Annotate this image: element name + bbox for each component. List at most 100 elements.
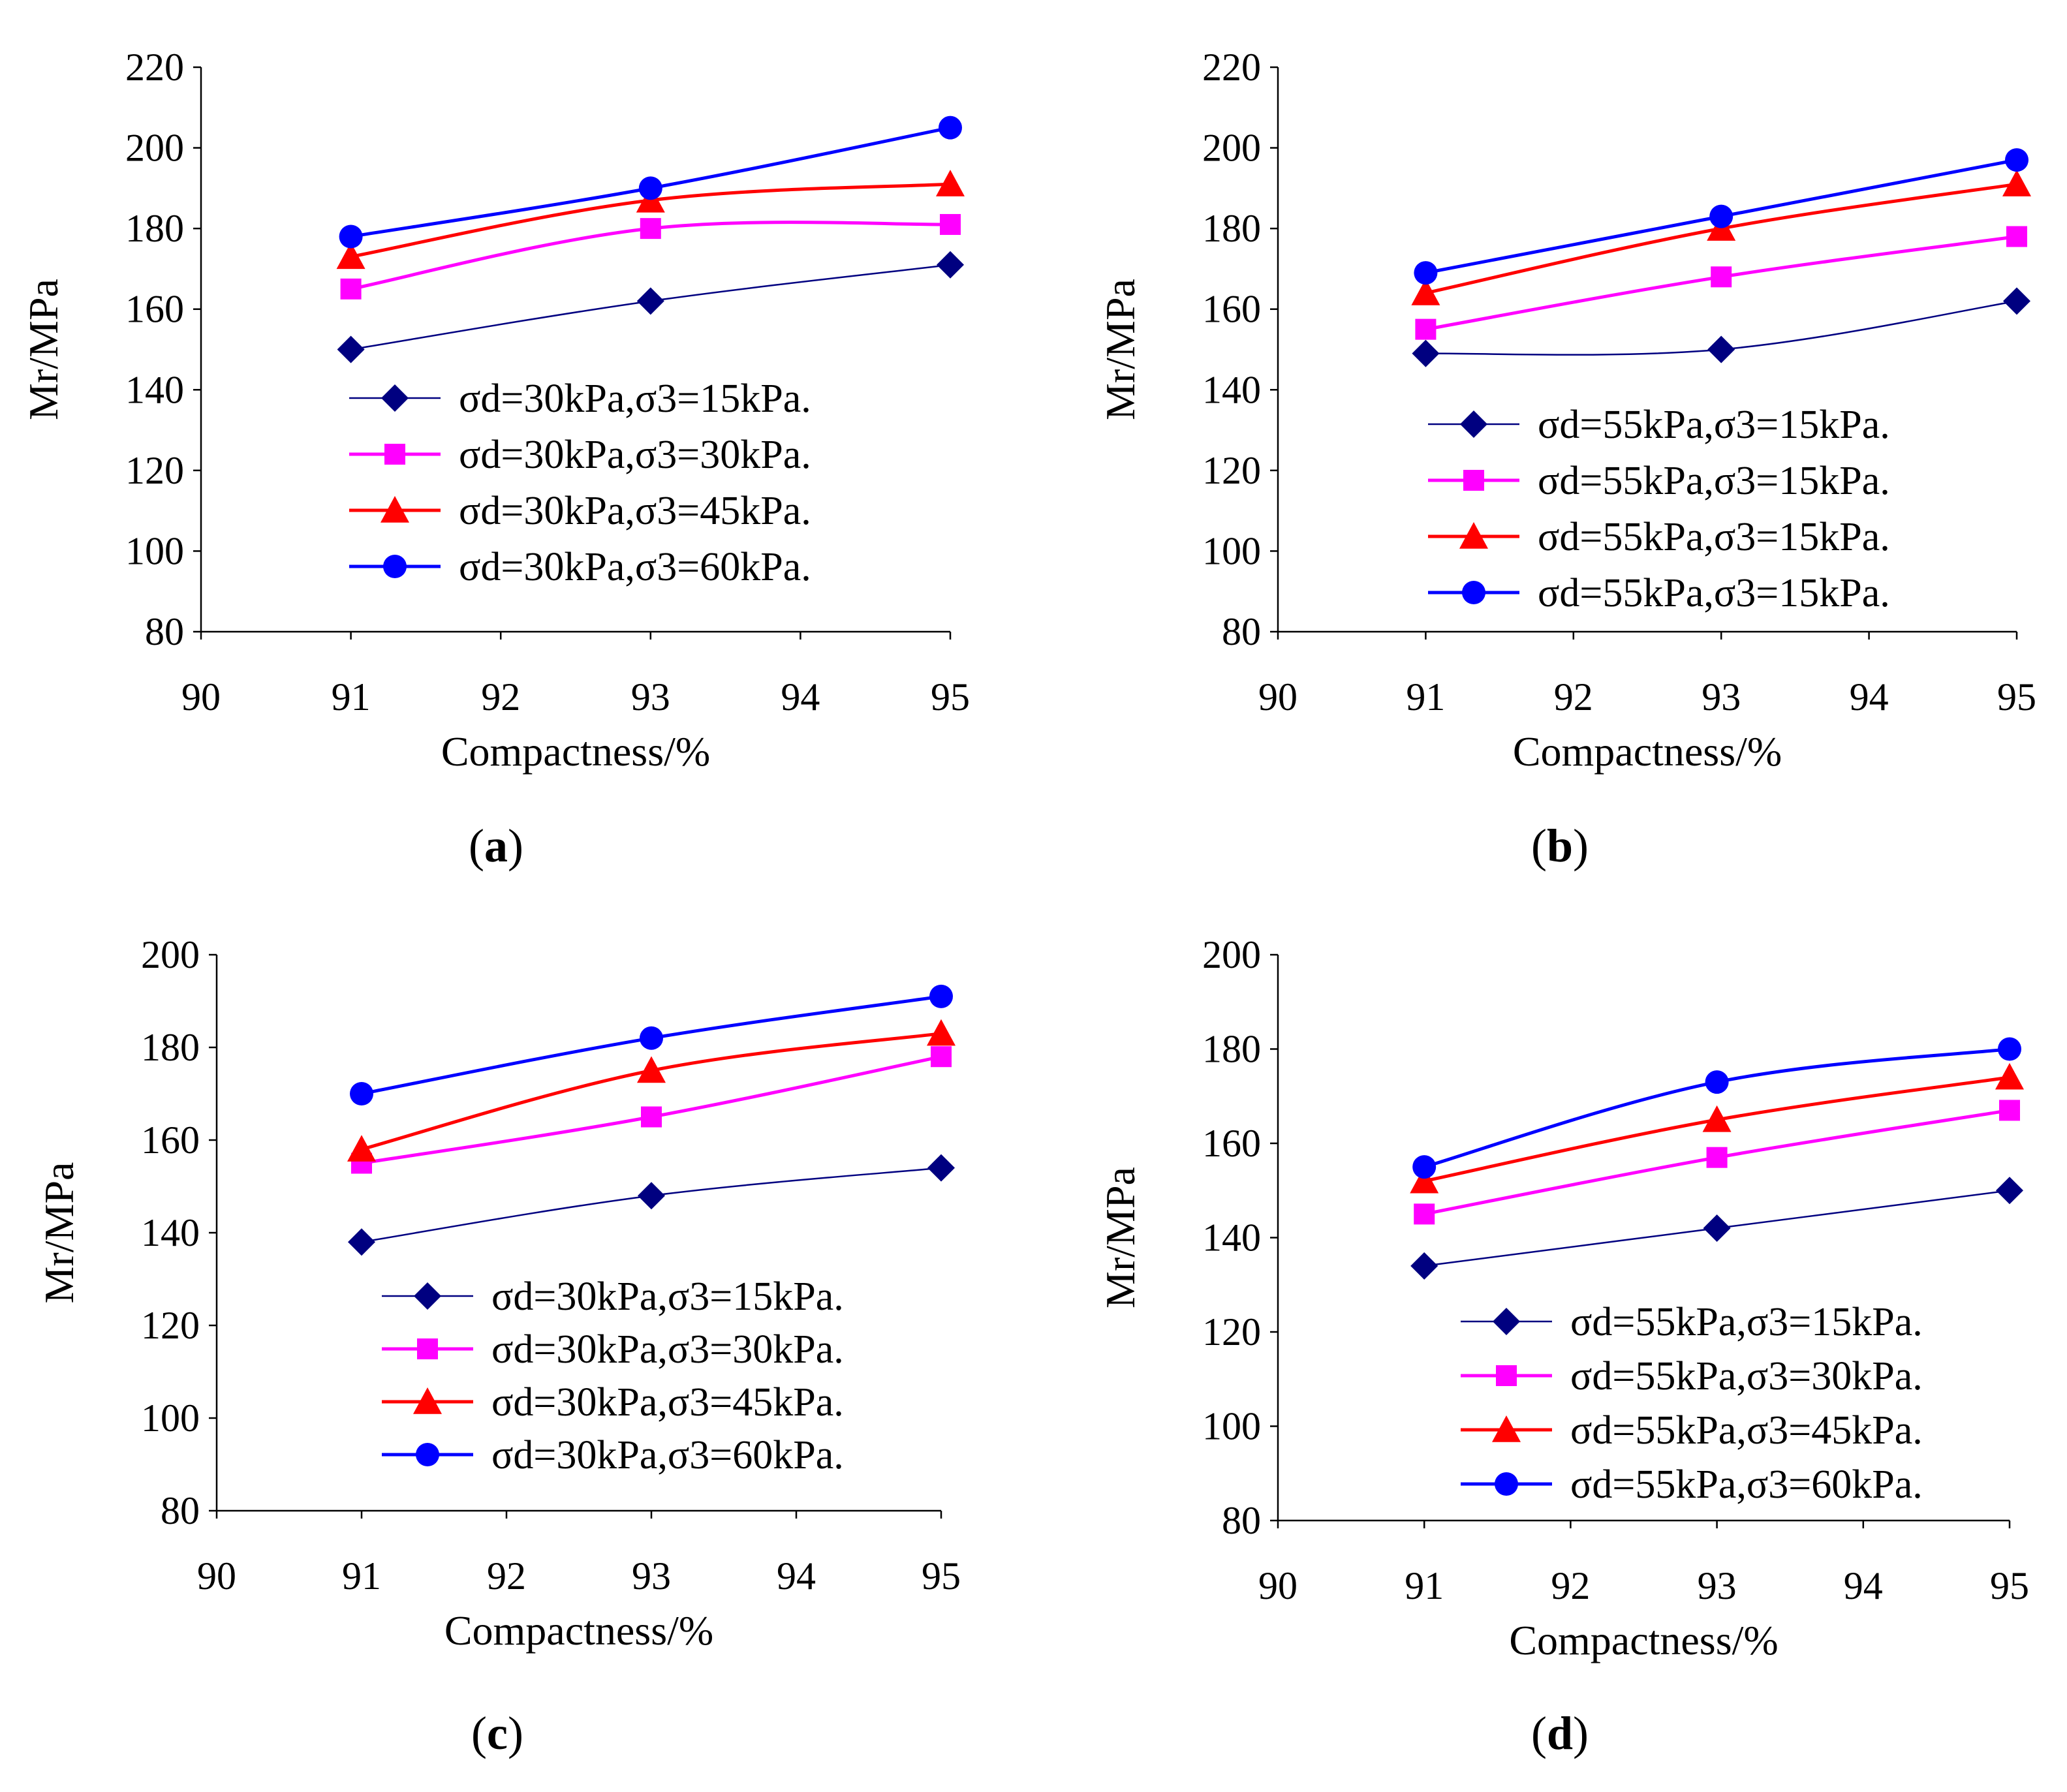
legend-marker-circle xyxy=(1495,1472,1518,1496)
y-axis-title: Mr/MPa xyxy=(1097,1167,1143,1308)
panel-b: 80 100 120 140 160 180 200 220 90 91 92 93 94 95 Compa… xyxy=(1097,46,2036,872)
legend-marker-square xyxy=(384,444,405,465)
caption-paren: ) xyxy=(508,820,523,872)
y-axis-title: Mr/MPa xyxy=(1097,279,1143,420)
data-point-circle xyxy=(1412,1155,1437,1179)
legend-label: σd=55kPa,σ3=45kPa. xyxy=(1570,1408,1923,1453)
legend-label: σd=55kPa,σ3=15kPa. xyxy=(1538,571,1890,615)
panel-caption: (d) xyxy=(1531,1707,1589,1759)
legend-entry: σd=30kPa,σ3=30kPa. xyxy=(349,433,811,477)
y-tick-label: 180 xyxy=(125,207,184,250)
legend-marker-triangle xyxy=(1492,1415,1521,1442)
x-axis-title: Compactness/% xyxy=(1509,1617,1778,1663)
legend-label: σd=55kPa,σ3=60kPa. xyxy=(1570,1462,1923,1507)
data-point-diamond xyxy=(1703,1214,1731,1243)
legend-entry: σd=55kPa,σ3=60kPa. xyxy=(1461,1462,1923,1507)
x-tick-label: 90 xyxy=(181,675,221,718)
legend-marker-square xyxy=(1463,470,1484,491)
data-point-triangle xyxy=(1702,1105,1732,1132)
series-4 xyxy=(350,984,953,1105)
y-tick-label: 140 xyxy=(125,368,184,411)
x-tick-label: 94 xyxy=(781,675,820,718)
series-3 xyxy=(347,1019,956,1162)
x-axis-title: Compactness/% xyxy=(1513,728,1782,775)
x-tick-label: 92 xyxy=(487,1554,526,1598)
y-tick-label: 160 xyxy=(1202,288,1261,331)
data-point-diamond xyxy=(2003,287,2030,315)
caption-paren: ( xyxy=(471,1707,487,1759)
x-tick-label: 95 xyxy=(931,675,970,718)
caption-paren: ) xyxy=(1573,820,1589,872)
data-point-circle xyxy=(339,224,363,249)
data-point-triangle xyxy=(637,1056,666,1083)
y-tick-label: 80 xyxy=(1222,1499,1261,1542)
y-tick-label: 100 xyxy=(1202,529,1261,572)
y-tick-label: 120 xyxy=(141,1304,200,1347)
series-1 xyxy=(348,1154,955,1256)
legend-entry: σd=55kPa,σ3=15kPa. xyxy=(1428,459,1890,503)
legend-label: σd=30kPa,σ3=60kPa. xyxy=(459,545,811,589)
data-point-square xyxy=(1711,266,1732,288)
legend-label: σd=30kPa,σ3=15kPa. xyxy=(491,1274,844,1319)
caption-letter: d xyxy=(1547,1707,1573,1759)
legend-entry: σd=30kPa,σ3=30kPa. xyxy=(382,1327,844,1372)
data-point-diamond xyxy=(1707,335,1735,363)
y-tick-label: 120 xyxy=(125,449,184,492)
legend-label: σd=55kPa,σ3=15kPa. xyxy=(1538,403,1890,447)
caption-letter: a xyxy=(484,820,508,872)
y-tick-label: 200 xyxy=(141,933,200,976)
legend-label: σd=30kPa,σ3=45kPa. xyxy=(459,489,811,533)
caption-paren: ( xyxy=(469,820,484,872)
y-tick-label: 100 xyxy=(141,1397,200,1440)
y-tick-label: 200 xyxy=(1202,127,1261,170)
x-tick-label: 91 xyxy=(1405,1564,1444,1607)
data-point-diamond xyxy=(1996,1177,2023,1205)
data-point-diamond xyxy=(937,251,964,279)
data-point-triangle xyxy=(2002,170,2031,196)
data-point-triangle xyxy=(1995,1062,2024,1090)
legend-entry: σd=55kPa,σ3=30kPa. xyxy=(1461,1354,1923,1398)
data-point-diamond xyxy=(1412,339,1440,367)
data-point-square xyxy=(340,278,362,300)
x-tick-label: 94 xyxy=(1844,1564,1883,1607)
panel-caption: (a) xyxy=(469,820,523,872)
data-point-diamond xyxy=(636,287,664,315)
series-2 xyxy=(340,213,961,300)
y-tick-label: 120 xyxy=(1202,449,1261,492)
legend-label: σd=55kPa,σ3=30kPa. xyxy=(1570,1354,1923,1398)
caption-paren: ( xyxy=(1531,820,1547,872)
data-point-square xyxy=(1706,1147,1728,1168)
legend-entry: σd=55kPa,σ3=15kPa. xyxy=(1428,571,1890,615)
y-tick-label: 140 xyxy=(1202,1216,1261,1259)
legend-marker-square xyxy=(417,1338,438,1359)
data-point-circle xyxy=(939,116,962,140)
y-tick-label: 100 xyxy=(1202,1405,1261,1448)
legend-entry: σd=30kPa,σ3=45kPa. xyxy=(382,1380,844,1425)
legend-entry: σd=55kPa,σ3=15kPa. xyxy=(1428,403,1890,447)
legend-entry: σd=30kPa,σ3=60kPa. xyxy=(349,545,811,589)
data-point-diamond xyxy=(337,335,365,363)
y-tick-label: 200 xyxy=(125,127,184,170)
series-4 xyxy=(339,116,962,249)
data-point-triangle xyxy=(1410,1166,1439,1194)
x-tick-label: 91 xyxy=(1406,675,1445,718)
y-tick-label: 80 xyxy=(161,1489,200,1532)
x-tick-label: 90 xyxy=(1258,1564,1298,1607)
data-point-diamond xyxy=(638,1182,665,1210)
x-tick-label: 92 xyxy=(1554,675,1593,718)
legend-marker-circle xyxy=(1462,581,1485,604)
legend-marker-diamond xyxy=(1460,410,1487,438)
series-2 xyxy=(1414,1100,2020,1225)
legend-label: σd=55kPa,σ3=15kPa. xyxy=(1538,459,1890,503)
data-point-diamond xyxy=(1410,1252,1438,1280)
x-tick-label: 90 xyxy=(197,1554,236,1598)
data-point-square xyxy=(1999,1100,2020,1121)
legend-marker-triangle xyxy=(381,496,409,523)
data-point-square xyxy=(641,1106,662,1128)
y-tick-label: 120 xyxy=(1202,1310,1261,1353)
y-tick-label: 80 xyxy=(145,610,184,653)
legend-entry: σd=30kPa,σ3=15kPa. xyxy=(349,377,811,421)
panel-d: 80 100 120 140 160 180 200 90 91 92 93 94 95 Compactn… xyxy=(1097,933,2029,1759)
data-point-square xyxy=(1415,318,1437,340)
series-4 xyxy=(1414,148,2028,285)
